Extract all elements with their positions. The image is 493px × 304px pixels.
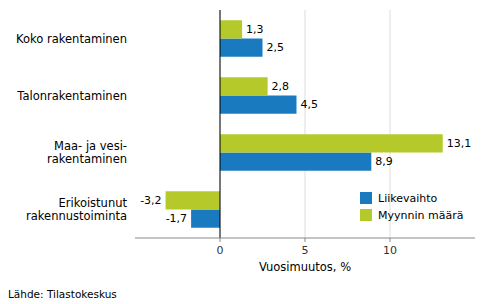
- category-label: Maa- ja vesi-rakentaminen: [47, 139, 127, 166]
- bar: [220, 77, 268, 95]
- category-label: Talonrakentaminen: [16, 89, 127, 103]
- tick-label: 0: [217, 244, 224, 257]
- bar: [220, 20, 242, 38]
- zero-line: [220, 10, 221, 238]
- data-label: 2,8: [272, 80, 290, 93]
- legend-swatch: [360, 209, 372, 221]
- legend-swatch: [360, 192, 372, 204]
- data-label: -1,7: [166, 212, 187, 225]
- bar: [220, 134, 443, 152]
- legend-label: Liikevaihto: [378, 192, 438, 205]
- x-axis: 0 5 10: [135, 238, 475, 257]
- data-label: -3,2: [140, 194, 161, 207]
- chart: 2,5 4,5 8,9 -1,7 1,3 2,8 13,1 -3,2 0 5 10 Vuosimuut…: [0, 0, 493, 304]
- bar: [220, 39, 263, 57]
- legend: Liikevaihto Myynnin määrä: [360, 192, 463, 222]
- legend-label: Myynnin määrä: [378, 209, 463, 222]
- grid: [220, 10, 390, 238]
- axis-title: Vuosimuutos, %: [259, 260, 351, 274]
- data-label: 4,5: [301, 98, 319, 111]
- bar: [166, 191, 220, 209]
- grid-line: [220, 10, 221, 238]
- tick-label: 10: [383, 244, 397, 257]
- tick-label: 5: [302, 244, 309, 257]
- grid-line: [305, 10, 306, 238]
- category-label: Erikoistunutrakennustoiminta: [26, 196, 127, 223]
- bars: [166, 20, 443, 227]
- data-label: 8,9: [375, 155, 393, 168]
- bar: [220, 153, 371, 171]
- y-axis: Koko rakentaminen Talonrakentaminen Maa- j…: [16, 32, 127, 224]
- data-label: 2,5: [267, 41, 285, 54]
- category-label: Koko rakentaminen: [16, 32, 127, 46]
- data-labels: 2,5 4,5 8,9 -1,7 1,3 2,8 13,1 -3,2: [140, 23, 471, 225]
- bar: [191, 210, 220, 228]
- source-note: Lähde: Tilastokeskus: [8, 288, 117, 300]
- tick-mark: [220, 238, 221, 242]
- tick-mark: [390, 238, 391, 242]
- data-label: 13,1: [447, 137, 472, 150]
- data-label: 1,3: [246, 23, 264, 36]
- tick-mark: [305, 238, 306, 242]
- bar: [220, 96, 297, 114]
